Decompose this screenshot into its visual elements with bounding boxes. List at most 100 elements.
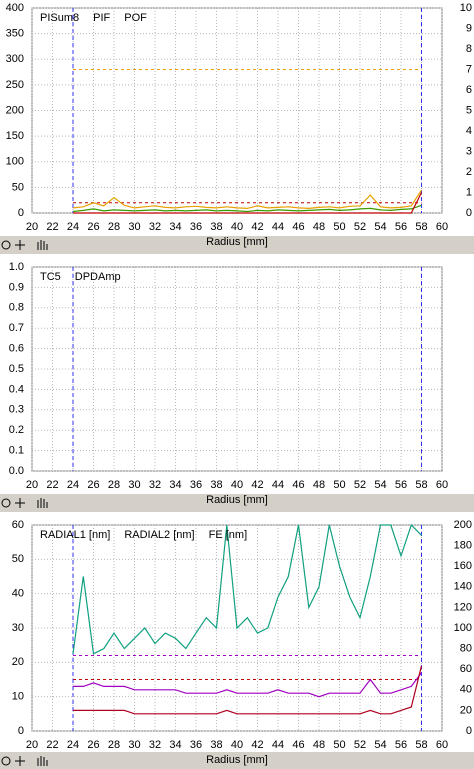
y2-tick-label: 9 — [466, 22, 472, 34]
x-tick-label: 56 — [395, 221, 407, 233]
toolbar-bar — [0, 236, 474, 254]
series-line — [72, 189, 423, 210]
x-tick-label: 50 — [333, 221, 345, 233]
y-tick-label: 30 — [12, 622, 24, 634]
x-tick-label: 56 — [395, 739, 407, 751]
y-tick-label: 0.1 — [9, 445, 24, 457]
y2-tick-label: 4 — [466, 125, 472, 137]
y-tick-label: 400 — [6, 2, 24, 14]
y-tick-label: 100 — [6, 156, 24, 168]
x-tick-label: 26 — [87, 221, 99, 233]
legend-entry: DPDAmp — [75, 271, 121, 283]
hand-icon[interactable] — [37, 498, 48, 508]
x-tick-label: 58 — [415, 739, 427, 751]
x-tick-label: 52 — [354, 739, 366, 751]
y-tick-label: 0.8 — [9, 302, 24, 314]
x-tick-label: 36 — [190, 479, 202, 491]
y2-tick-label: 1 — [466, 186, 472, 198]
y-tick-label: 0 — [18, 725, 24, 737]
y2-tick-label: 6 — [466, 84, 472, 96]
y-tick-label: 1.0 — [9, 261, 24, 273]
toolbar — [0, 236, 474, 769]
series-line — [72, 204, 422, 213]
y-tick-label: 0.6 — [9, 343, 24, 355]
y-tick-label: 0.2 — [9, 424, 24, 436]
x-tick-label: 32 — [149, 479, 161, 491]
x-tick-label: 22 — [46, 479, 58, 491]
x-tick-label: 50 — [333, 479, 345, 491]
y-tick-label: 0.4 — [9, 383, 24, 395]
y-tick-label: 300 — [6, 53, 24, 65]
x-tick-label: 50 — [333, 739, 345, 751]
hand-icon[interactable] — [37, 756, 48, 766]
x-tick-label: 20 — [26, 221, 38, 233]
x-tick-label: 52 — [354, 221, 366, 233]
x-tick-label: 60 — [436, 739, 448, 751]
x-tick-label: 54 — [374, 739, 386, 751]
y2-tick-label: 0 — [466, 725, 472, 737]
y2-tick-label: 5 — [466, 104, 472, 116]
y2-tick-label: 80 — [460, 643, 472, 655]
legend-entry: FE [nm] — [209, 529, 248, 541]
legend-entry: TC5 — [40, 271, 61, 283]
zoom-icon[interactable] — [1, 498, 11, 508]
y-tick-label: 350 — [6, 28, 24, 40]
x-tick-label: 30 — [128, 739, 140, 751]
x-tick-label: 26 — [87, 479, 99, 491]
x-tick-label: 30 — [128, 479, 140, 491]
y-tick-label: 200 — [6, 104, 24, 116]
y2-tick-label: 2 — [466, 166, 472, 178]
x-tick-label: 44 — [272, 221, 284, 233]
y2-tick-label: 60 — [460, 663, 472, 675]
cross-icon[interactable] — [15, 756, 25, 766]
series-line — [72, 523, 422, 655]
x-tick-label: 60 — [436, 221, 448, 233]
cross-icon[interactable] — [15, 240, 25, 250]
x-tick-label: 40 — [231, 739, 243, 751]
y2-tick-label: 10 — [460, 2, 472, 14]
x-tick-label: 56 — [395, 479, 407, 491]
legend-entry: RADIAL1 [nm] — [40, 529, 110, 541]
y-tick-label: 60 — [12, 519, 24, 531]
x-tick-label: 58 — [415, 221, 427, 233]
x-tick-label: 54 — [374, 479, 386, 491]
x-tick-label: 30 — [128, 221, 140, 233]
series-line — [73, 665, 423, 715]
x-tick-label: 42 — [251, 479, 263, 491]
x-tick-label: 40 — [231, 479, 243, 491]
y-tick-label: 0.0 — [9, 465, 24, 477]
x-tick-label: 54 — [374, 221, 386, 233]
x-tick-label: 46 — [292, 739, 304, 751]
x-tick-label: 28 — [108, 479, 120, 491]
x-tick-label: 38 — [210, 739, 222, 751]
y2-tick-label: 120 — [454, 601, 472, 613]
y2-tick-label: 160 — [454, 560, 472, 572]
y-tick-label: 250 — [6, 79, 24, 91]
y-tick-label: 0.5 — [9, 363, 24, 375]
x-tick-label: 22 — [46, 221, 58, 233]
x-tick-label: 48 — [313, 739, 325, 751]
x-axis-label: Radius [mm] — [206, 754, 268, 766]
hand-icon[interactable] — [37, 240, 48, 250]
x-tick-label: 32 — [149, 221, 161, 233]
x-tick-label: 52 — [354, 479, 366, 491]
y2-tick-label: 200 — [454, 519, 472, 531]
toolbar-bar — [0, 494, 474, 512]
x-tick-label: 20 — [26, 479, 38, 491]
zoom-icon[interactable] — [1, 240, 11, 250]
y2-tick-label: 140 — [454, 581, 472, 593]
x-tick-label: 32 — [149, 739, 161, 751]
y2-tick-label: 100 — [454, 622, 472, 634]
zoom-icon[interactable] — [1, 756, 11, 766]
x-tick-label: 48 — [313, 479, 325, 491]
x-tick-label: 24 — [67, 739, 79, 751]
x-tick-label: 42 — [251, 221, 263, 233]
y-tick-label: 20 — [12, 656, 24, 668]
x-tick-label: 44 — [272, 479, 284, 491]
y2-tick-label: 7 — [466, 63, 472, 75]
cross-icon[interactable] — [15, 498, 25, 508]
x-axis-label: Radius [mm] — [206, 494, 268, 506]
x-tick-label: 28 — [108, 739, 120, 751]
